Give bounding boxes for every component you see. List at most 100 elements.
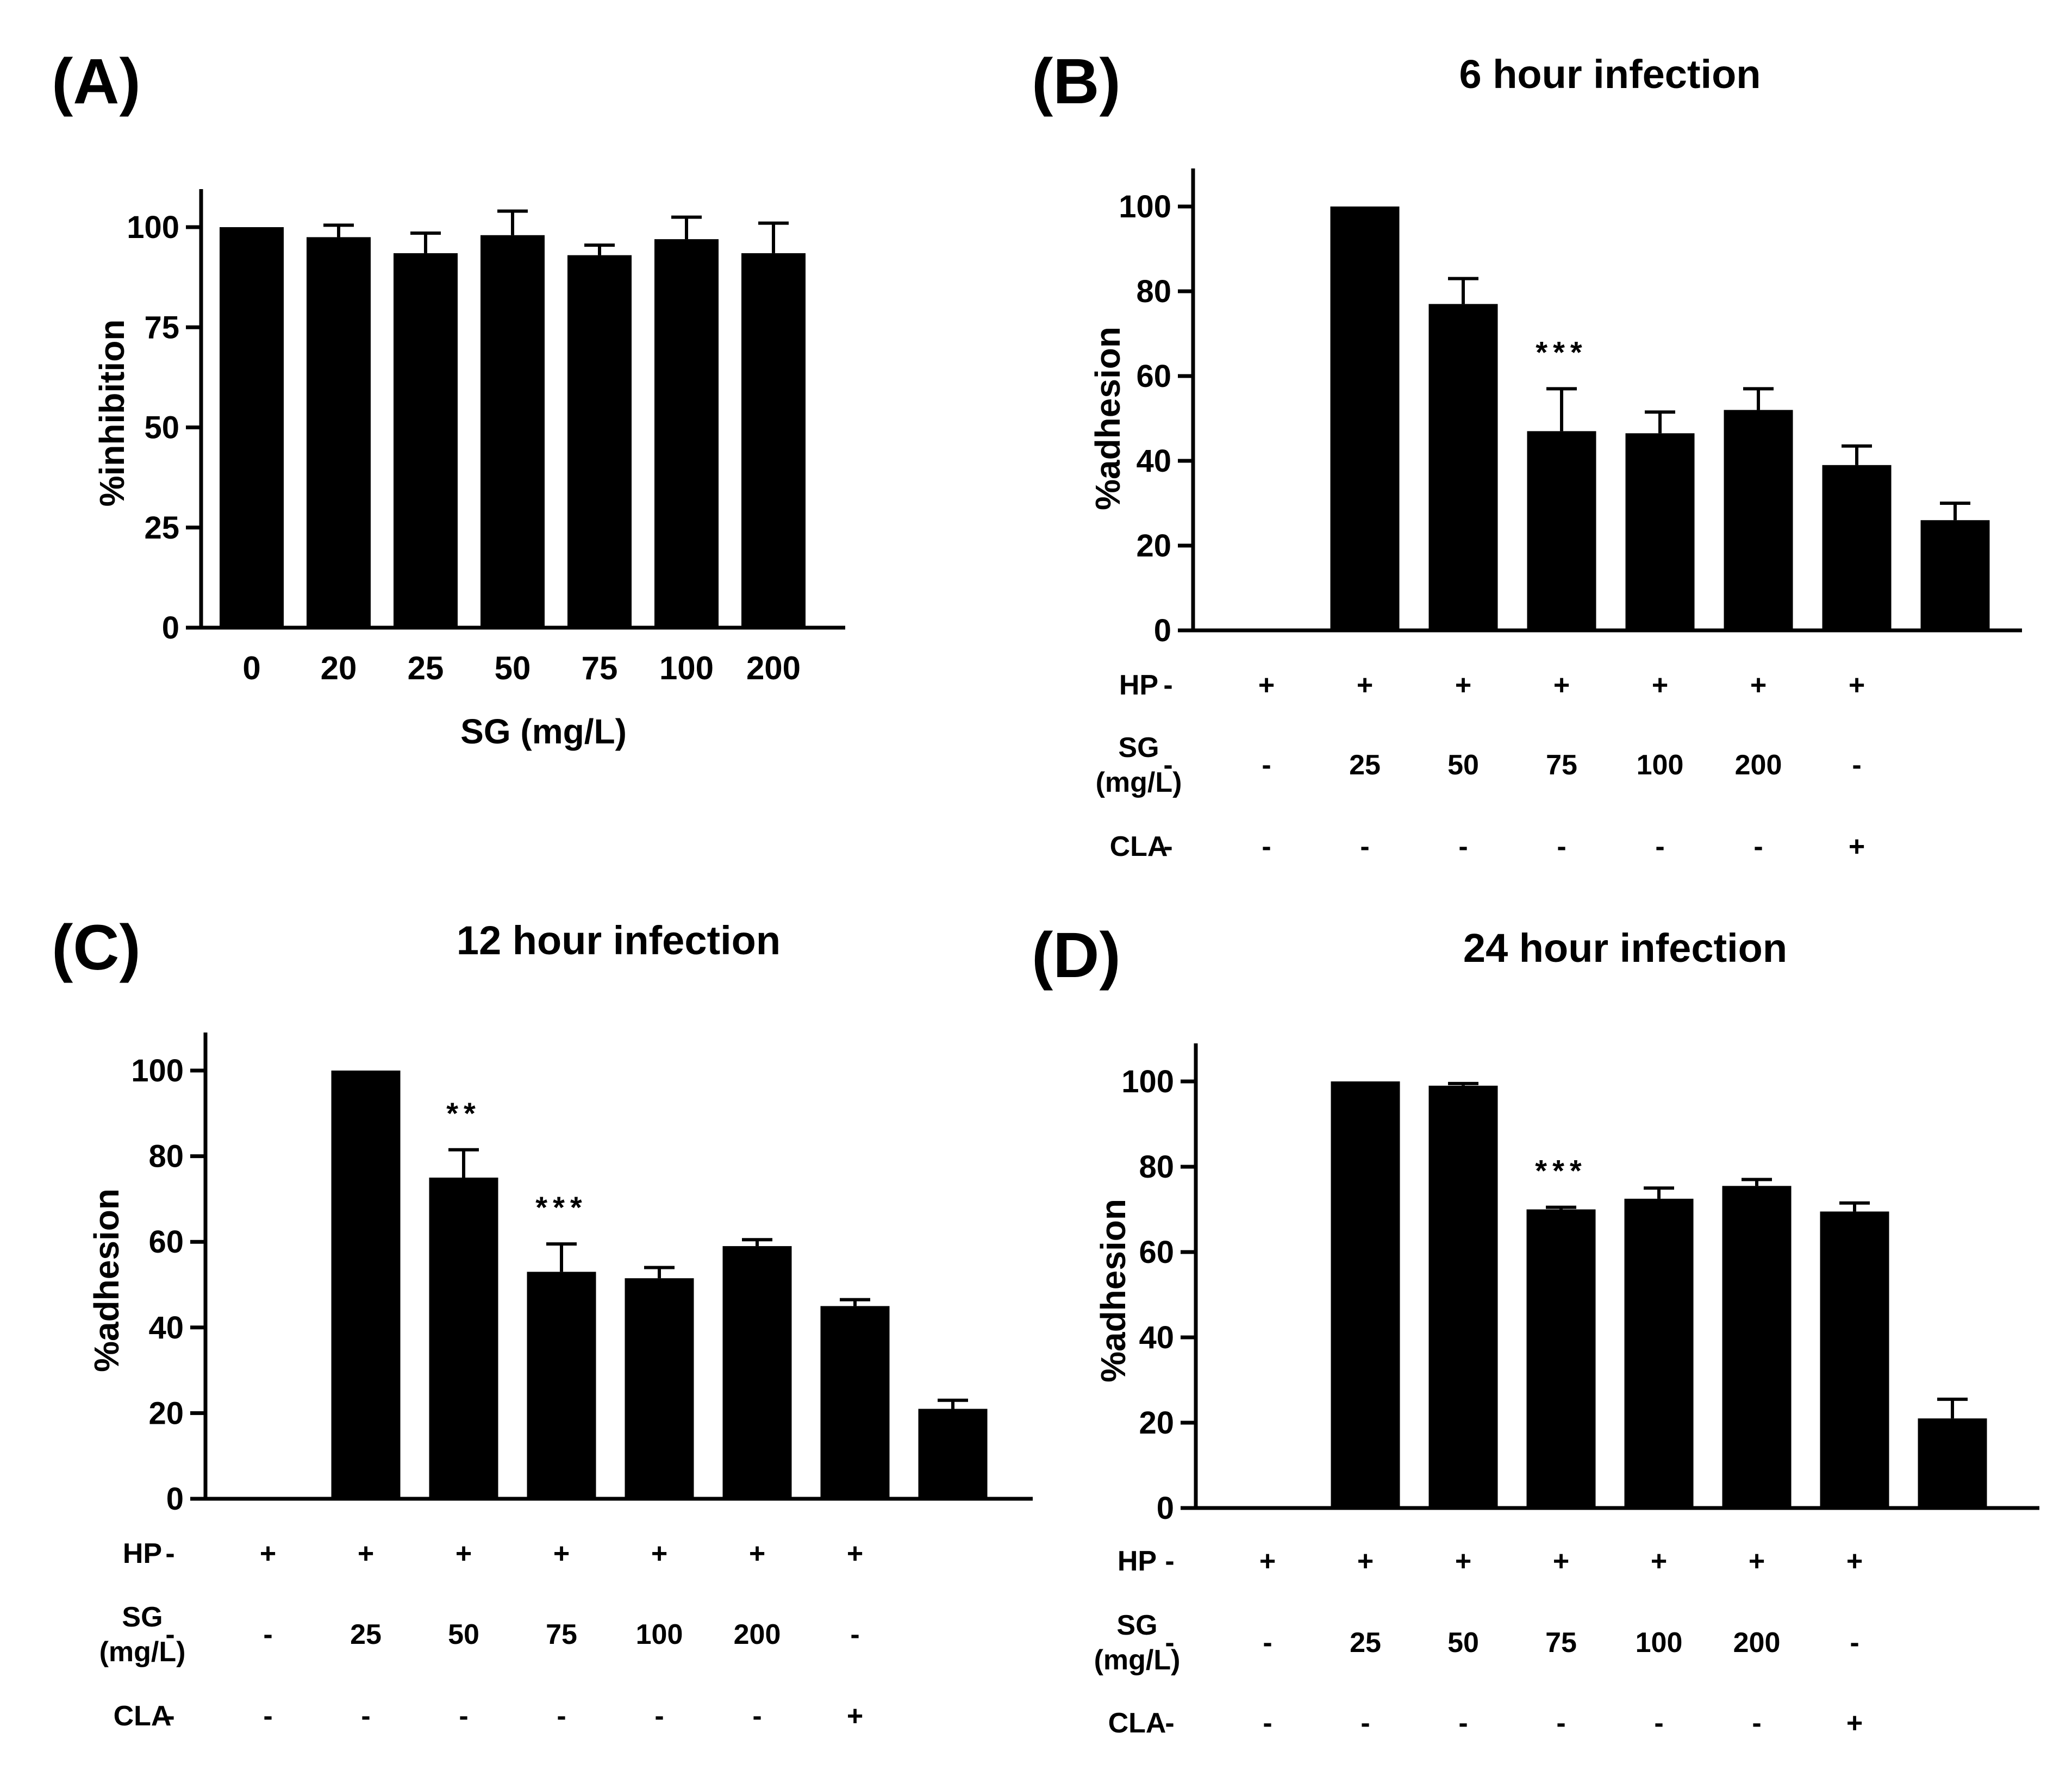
condition-cell: - bbox=[1262, 831, 1271, 862]
condition-row-label: HP bbox=[1119, 669, 1158, 701]
bar bbox=[625, 1278, 694, 1499]
panel-a: (A) 0 25 50 75 100 %inhibition 0 20 25 50 75 100 200 S… bbox=[52, 46, 845, 751]
condition-cell: + bbox=[1846, 1546, 1863, 1577]
condition-cell: - bbox=[459, 1700, 468, 1732]
condition-cell: - bbox=[1557, 831, 1566, 862]
condition-row-label: CLA bbox=[1110, 831, 1168, 862]
y-tick-label: 80 bbox=[1139, 1149, 1174, 1185]
x-tick-label: 0 bbox=[242, 650, 260, 686]
condition-cell: - bbox=[1165, 1707, 1174, 1739]
condition-cell: + bbox=[1849, 669, 1865, 701]
bar bbox=[480, 235, 545, 628]
bar bbox=[1918, 1418, 1987, 1508]
y-axis-label: %adhesion bbox=[1094, 1199, 1133, 1382]
condition-cell: + bbox=[1553, 669, 1570, 701]
significance-marker: *** bbox=[1536, 335, 1587, 369]
bar bbox=[331, 1071, 401, 1499]
bar bbox=[307, 237, 371, 628]
condition-cell: 75 bbox=[1546, 749, 1577, 781]
significance-marker: *** bbox=[535, 1190, 587, 1224]
condition-cell: + bbox=[260, 1538, 276, 1569]
condition-row-label: CLA bbox=[114, 1700, 172, 1732]
y-tick-label: 60 bbox=[148, 1224, 184, 1260]
y-tick-label: 0 bbox=[1154, 613, 1171, 648]
y-tick-label: 60 bbox=[1136, 359, 1171, 394]
bar bbox=[527, 1272, 596, 1499]
condition-cell: - bbox=[752, 1700, 762, 1732]
x-tick-label: 75 bbox=[582, 650, 618, 686]
y-tick-label: 75 bbox=[144, 310, 179, 345]
condition-cell: + bbox=[1651, 1546, 1667, 1577]
y-tick-label: 0 bbox=[162, 610, 179, 646]
condition-cell: 200 bbox=[1735, 749, 1782, 781]
bar bbox=[918, 1409, 988, 1499]
condition-row-label: CLA bbox=[1108, 1707, 1166, 1739]
condition-row-label: HP bbox=[1118, 1546, 1157, 1577]
y-tick-label: 50 bbox=[144, 410, 179, 446]
condition-cell: 100 bbox=[636, 1619, 683, 1650]
y-axis-label: %inhibition bbox=[92, 320, 132, 507]
condition-cell: 75 bbox=[1545, 1627, 1577, 1659]
condition-cell: 50 bbox=[1447, 749, 1479, 781]
condition-cell: + bbox=[1259, 1546, 1276, 1577]
condition-row-label: SG bbox=[122, 1601, 163, 1633]
condition-cell: + bbox=[1849, 831, 1865, 862]
condition-cell: - bbox=[263, 1700, 272, 1732]
condition-cell: + bbox=[1749, 1546, 1765, 1577]
condition-cell: - bbox=[361, 1700, 370, 1732]
y-tick-label: 20 bbox=[148, 1396, 184, 1431]
panel-label: (B) bbox=[1032, 46, 1121, 117]
y-axis-label: %adhesion bbox=[87, 1188, 126, 1372]
condition-cell: 25 bbox=[350, 1619, 382, 1650]
panel-label: (A) bbox=[52, 46, 141, 117]
condition-cell: - bbox=[1262, 749, 1271, 781]
condition-cell: - bbox=[1360, 1707, 1370, 1739]
condition-cell: 75 bbox=[546, 1619, 577, 1650]
bar bbox=[654, 239, 719, 628]
condition-cell: + bbox=[1357, 1546, 1374, 1577]
y-tick-label: 100 bbox=[1121, 1064, 1174, 1099]
condition-cell: + bbox=[1750, 669, 1767, 701]
condition-row-label: SG bbox=[1116, 1610, 1157, 1641]
condition-cell: + bbox=[651, 1538, 667, 1569]
condition-cell: - bbox=[1458, 831, 1468, 862]
y-axis-label: %adhesion bbox=[1088, 327, 1127, 510]
condition-cell: + bbox=[1455, 669, 1471, 701]
panel-label: (C) bbox=[52, 912, 141, 984]
condition-row-unit: (mg/L) bbox=[1096, 767, 1182, 798]
condition-cell: 200 bbox=[734, 1619, 781, 1650]
bar bbox=[220, 227, 284, 628]
condition-cell: - bbox=[1360, 831, 1369, 862]
condition-cell: + bbox=[1846, 1707, 1863, 1739]
bar bbox=[1526, 1209, 1596, 1508]
y-tick-label: 20 bbox=[1139, 1405, 1174, 1441]
bar bbox=[820, 1306, 890, 1499]
condition-cell: 50 bbox=[448, 1619, 479, 1650]
condition-cell: - bbox=[1654, 1707, 1663, 1739]
condition-cell: + bbox=[1258, 669, 1275, 701]
bar bbox=[1625, 433, 1695, 630]
chart-title: 12 hour infection bbox=[457, 918, 781, 963]
y-tick-label: 100 bbox=[1119, 189, 1171, 224]
bar bbox=[1722, 1186, 1792, 1508]
y-tick-label: 100 bbox=[127, 210, 179, 245]
condition-cell: - bbox=[1852, 749, 1861, 781]
bar bbox=[1822, 465, 1892, 630]
condition-cell: 100 bbox=[1637, 749, 1684, 781]
x-tick-label: 100 bbox=[659, 650, 714, 686]
y-tick-label: 25 bbox=[144, 510, 179, 546]
condition-cell: 25 bbox=[1350, 1627, 1381, 1659]
bar bbox=[1724, 410, 1793, 630]
x-axis-label: SG (mg/L) bbox=[460, 712, 627, 751]
condition-cell: - bbox=[1655, 831, 1664, 862]
x-tick-label: 20 bbox=[321, 650, 357, 686]
condition-cell: + bbox=[749, 1538, 765, 1569]
condition-cell: + bbox=[1357, 669, 1373, 701]
condition-cell: - bbox=[1165, 1627, 1174, 1659]
chart-title: 6 hour infection bbox=[1459, 52, 1761, 97]
bar bbox=[1331, 1081, 1400, 1508]
condition-cell: - bbox=[1163, 669, 1172, 701]
condition-cell: + bbox=[847, 1538, 863, 1569]
bar bbox=[1527, 431, 1596, 630]
bar bbox=[1330, 207, 1400, 630]
